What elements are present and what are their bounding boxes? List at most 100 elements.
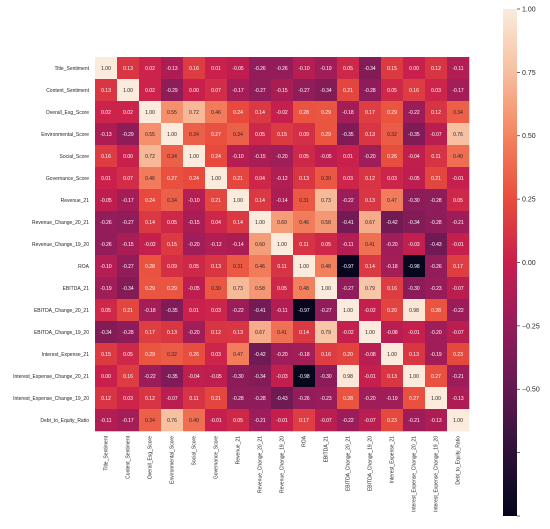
heatmap-cell — [205, 299, 228, 322]
heatmap-cell — [293, 167, 316, 190]
cell-value-label: 0.34 — [145, 418, 155, 424]
heatmap-cell — [381, 233, 404, 256]
heatmap-cell — [271, 321, 294, 344]
heatmap-cell — [403, 409, 426, 432]
heatmap-cell — [315, 299, 338, 322]
heatmap-cell — [381, 57, 404, 80]
cell-value-label: 0.13 — [101, 88, 111, 94]
cell-value-label: 0.21 — [211, 198, 221, 204]
cell-value-label: 0.28 — [343, 396, 353, 402]
heatmap-cell — [161, 167, 184, 190]
heatmap-cell — [161, 365, 184, 388]
heatmap-cell — [183, 299, 206, 322]
heatmap-cell — [227, 343, 250, 366]
x-tick-label: ROA — [302, 435, 308, 447]
cell-value-label: -0.22 — [408, 110, 420, 116]
cell-value-label: -0.19 — [430, 352, 442, 358]
cell-value-label: 0.29 — [387, 110, 397, 116]
heatmap-cell — [315, 145, 338, 168]
heatmap-cell — [447, 343, 470, 366]
heatmap-cell — [161, 101, 184, 124]
cell-value-label: 0.79 — [365, 286, 375, 292]
heatmap-cell — [205, 57, 228, 80]
colorbar-tick-label: 1.00 — [522, 6, 536, 13]
heatmap-cell — [425, 189, 448, 212]
cell-value-label: 0.55 — [145, 132, 155, 138]
heatmap-cell — [337, 57, 360, 80]
cell-value-label: 0.72 — [189, 110, 199, 116]
heatmap-cell — [447, 123, 470, 146]
heatmap-cell — [95, 299, 118, 322]
heatmap-cell — [205, 211, 228, 234]
heatmap-cell — [205, 79, 228, 102]
cell-value-label: -0.20 — [188, 330, 200, 336]
cell-value-label: -0.22 — [232, 308, 244, 314]
heatmap-cell — [227, 299, 250, 322]
heatmap-cell — [381, 189, 404, 212]
cell-value-label: 0.12 — [431, 66, 441, 72]
heatmap-cell — [315, 409, 338, 432]
heatmap-cell — [315, 255, 338, 278]
heatmap-cell — [205, 101, 228, 124]
heatmap-cell — [227, 79, 250, 102]
cell-value-label: 0.13 — [409, 352, 419, 358]
y-tick-label: Interest_Expense_Change_19_20 — [13, 396, 89, 402]
cell-value-label: -0.30 — [320, 374, 332, 380]
cell-value-label: 0.14 — [255, 110, 265, 116]
cell-value-label: -0.30 — [408, 198, 420, 204]
cell-value-label: 0.47 — [387, 198, 397, 204]
heatmap-cell — [95, 277, 118, 300]
heatmap-cell — [293, 343, 316, 366]
cell-value-label: 0.14 — [233, 220, 243, 226]
heatmap-cell — [315, 57, 338, 80]
heatmap-cell — [249, 233, 272, 256]
cell-value-label: -0.35 — [166, 374, 178, 380]
cell-value-label: -0.20 — [188, 242, 200, 248]
heatmap-cell — [271, 211, 294, 234]
cell-value-label: -0.27 — [342, 286, 354, 292]
heatmap-cell — [249, 79, 272, 102]
heatmap-cell — [183, 167, 206, 190]
heatmap-cell — [359, 167, 382, 190]
heatmap-cell — [359, 145, 382, 168]
cell-value-label: -0.14 — [276, 198, 288, 204]
x-tick-label: Interest_Expense_21 — [390, 436, 396, 483]
heatmap-cell — [381, 167, 404, 190]
heatmap-cell — [293, 211, 316, 234]
heatmap-cell — [359, 211, 382, 234]
heatmap-cell — [271, 123, 294, 146]
heatmap-cell — [139, 167, 162, 190]
heatmap-cell — [271, 233, 294, 256]
heatmap-cell — [271, 365, 294, 388]
cell-value-label: 0.03 — [343, 176, 353, 182]
heatmap-cell — [381, 387, 404, 410]
heatmap-cell — [227, 123, 250, 146]
colorbar-tick-label: −0.50 — [522, 387, 540, 394]
cell-value-label: 1.00 — [189, 154, 199, 160]
heatmap-cell — [447, 233, 470, 256]
heatmap-cell — [183, 255, 206, 278]
heatmap-cell — [139, 387, 162, 410]
heatmap-cell — [161, 79, 184, 102]
cell-value-label: -0.28 — [122, 330, 134, 336]
heatmap-cell — [161, 123, 184, 146]
cell-value-label: 1.00 — [387, 352, 397, 358]
y-tick-label: Title_Sentiment — [54, 66, 89, 72]
cell-value-label: 0.21 — [343, 88, 353, 94]
heatmap-cell — [95, 321, 118, 344]
heatmap-cell — [381, 79, 404, 102]
cell-value-label: 0.41 — [277, 330, 287, 336]
heatmap-cell — [447, 57, 470, 80]
heatmap-cell — [205, 343, 228, 366]
heatmap-cell — [117, 387, 140, 410]
x-axis-tick-labels: Title_Sentiment Content_Sentiment Overall_… — [104, 435, 462, 512]
colorbar-tick-label: 0.00 — [522, 260, 536, 267]
cell-value-label: -0.12 — [276, 176, 288, 182]
cell-value-label: 0.16 — [409, 88, 419, 94]
cell-value-label: -0.22 — [342, 198, 354, 204]
cell-value-label: -0.01 — [452, 242, 464, 248]
cell-value-label: 0.05 — [255, 132, 265, 138]
cell-value-label: -0.01 — [452, 176, 464, 182]
cell-value-label: 0.58 — [321, 220, 331, 226]
